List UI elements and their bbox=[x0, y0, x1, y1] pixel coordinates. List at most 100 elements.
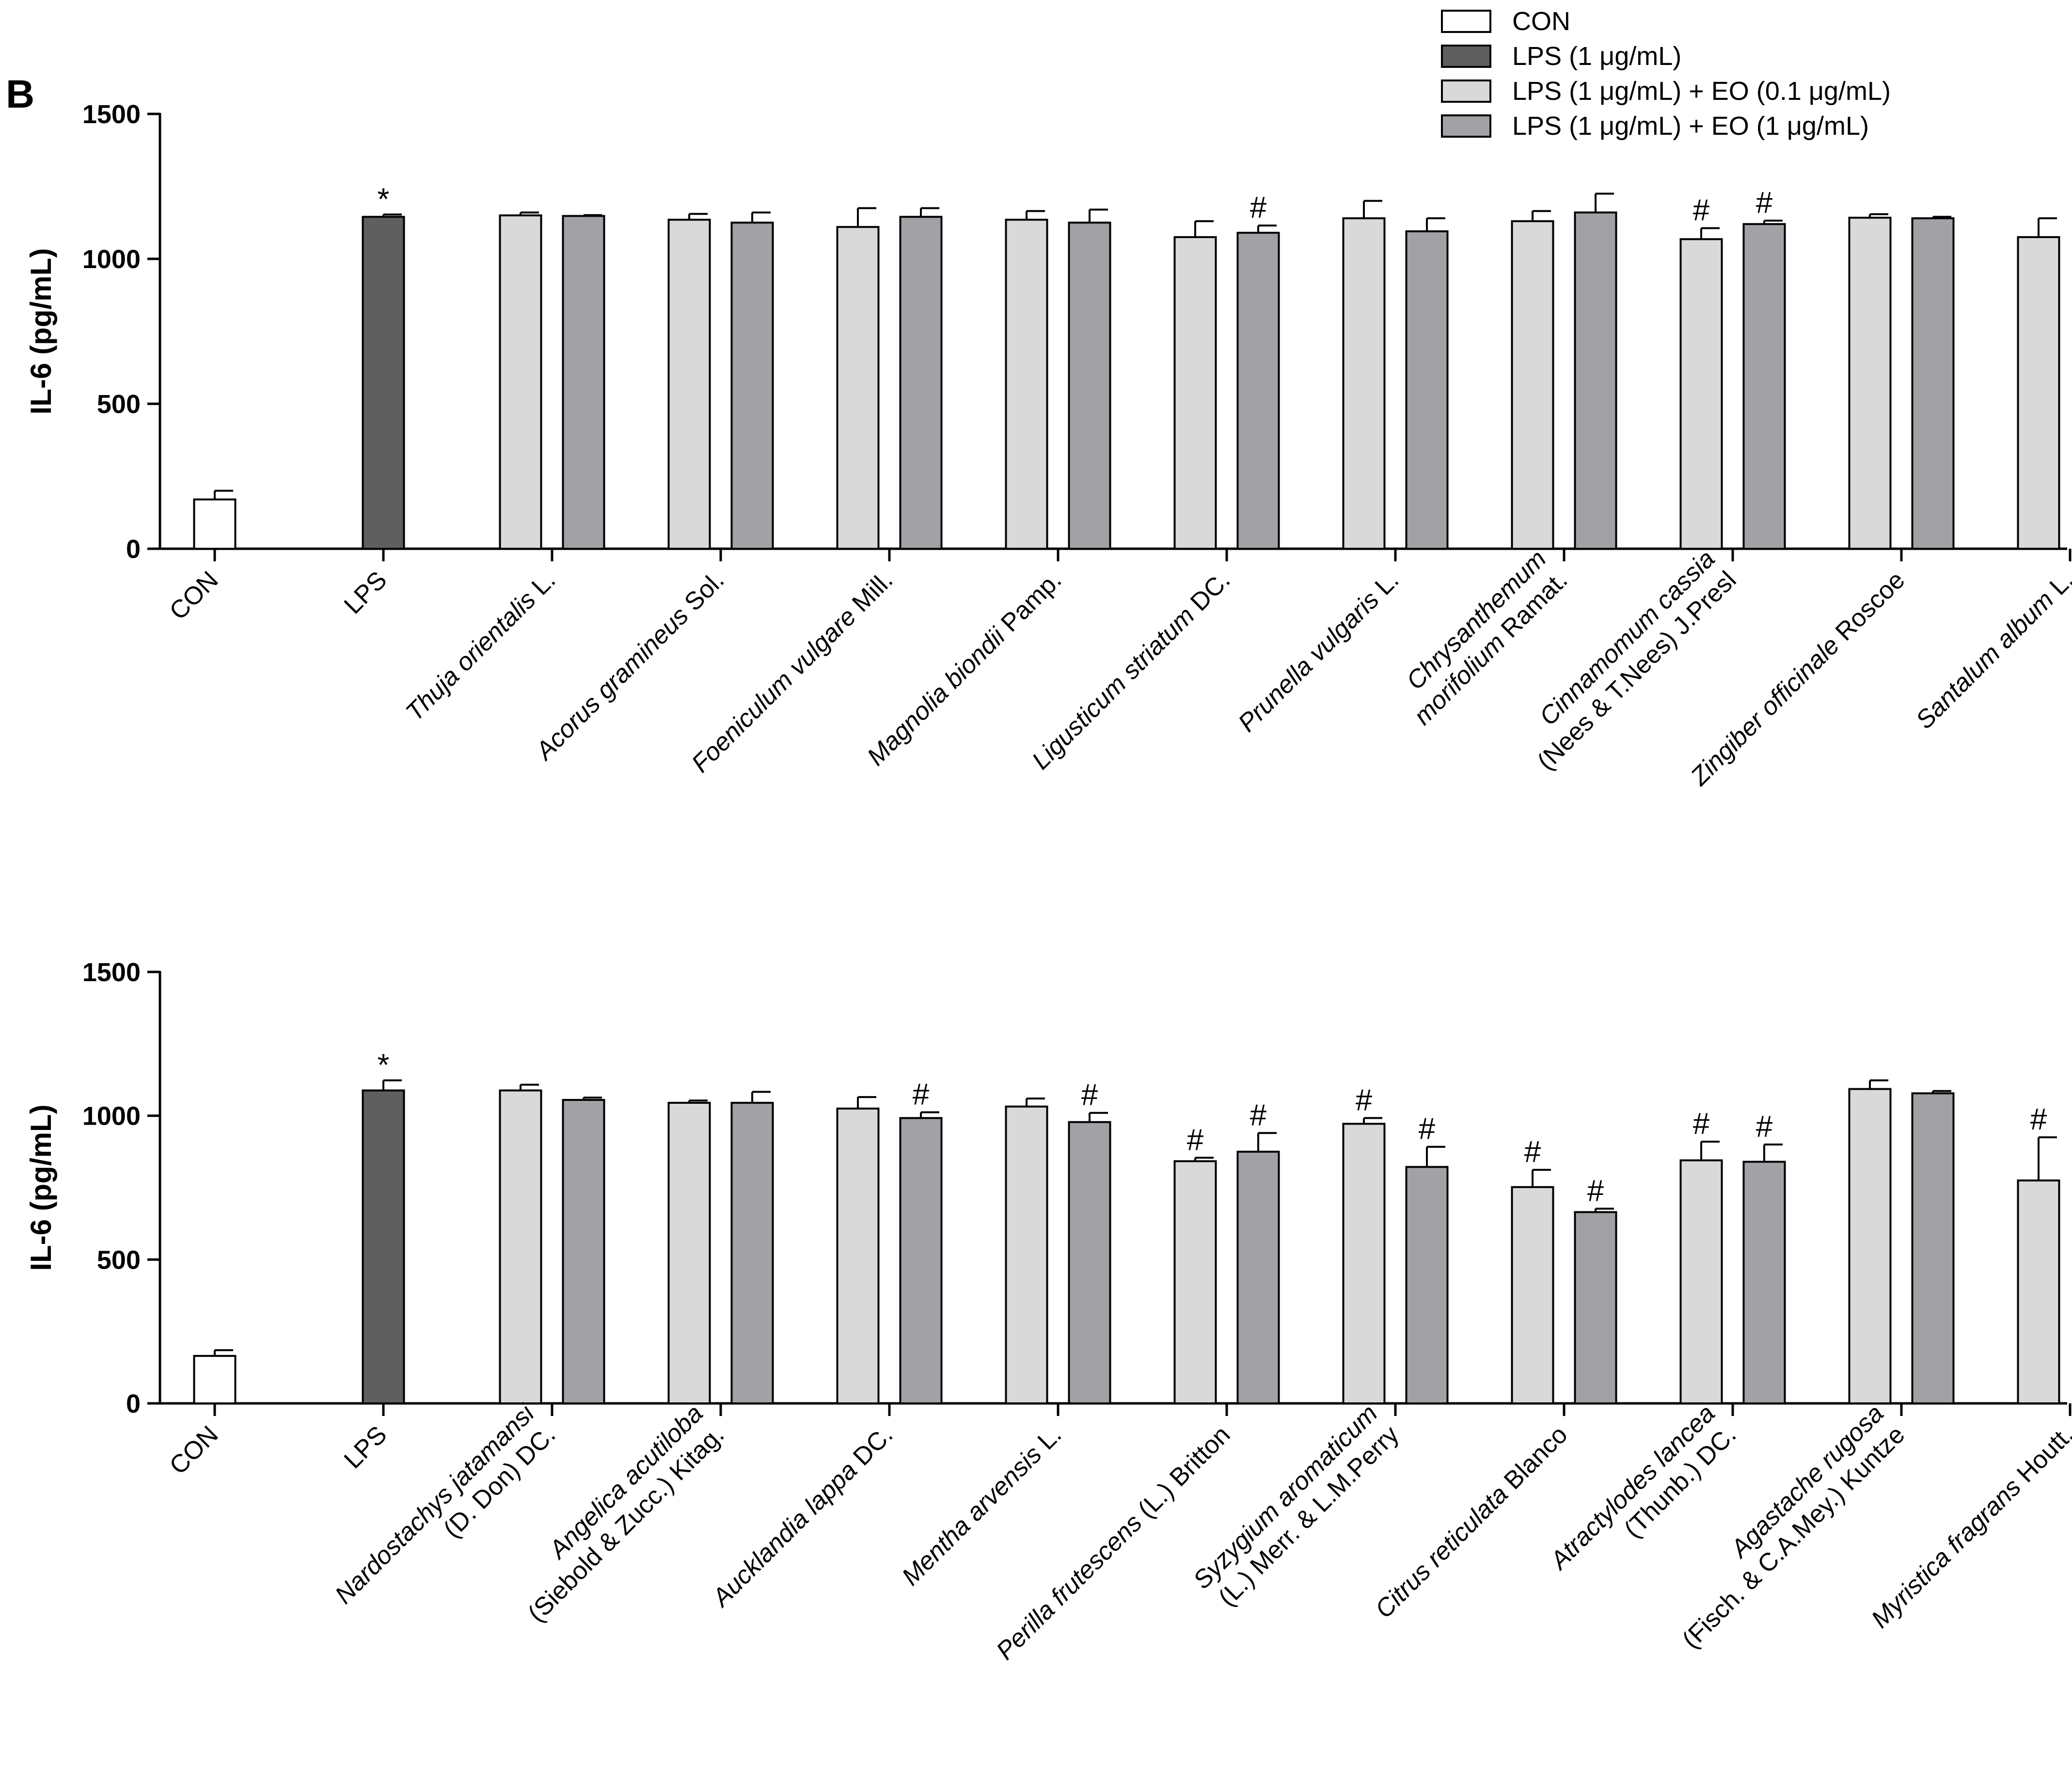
legend-swatch bbox=[1441, 114, 1491, 138]
x-tick-label-line: (L.) Merr. & L.M.Perry bbox=[1213, 1420, 1404, 1611]
significance-hash: # bbox=[1587, 1174, 1604, 1208]
y-axis-title: IL-6 (pg/mL) bbox=[25, 1104, 57, 1271]
significance-hash: # bbox=[1356, 1083, 1373, 1117]
x-tick-label-line: Magnolia biondii Pamp. bbox=[862, 566, 1067, 771]
x-tick-label-line: Thuja orientalis L. bbox=[400, 566, 561, 726]
x-tick-label: Aucklandia lappa DC. bbox=[706, 1420, 899, 1613]
bar bbox=[1173, 236, 1217, 550]
bar bbox=[667, 219, 711, 550]
significance-hash: # bbox=[913, 1078, 930, 1112]
label-segment-italic: Myristica fragrans bbox=[1866, 1473, 2026, 1634]
label-segment-italic: Acorus gramineus bbox=[529, 602, 694, 766]
legend-label: CON bbox=[1512, 7, 1570, 36]
bar bbox=[1679, 1159, 1723, 1404]
bar bbox=[1742, 1161, 1786, 1405]
legend-label: LPS (1 μg/mL) + EO (0.1 μg/mL) bbox=[1512, 77, 1891, 106]
x-tick-label-line: Santalum album L. bbox=[1911, 566, 2072, 734]
x-tick-label-line: (Siebold & Zucc.) Kitag. bbox=[522, 1420, 729, 1627]
significance-hash: # bbox=[1081, 1079, 1098, 1112]
label-segment-italic: Zingiber officinale bbox=[1685, 631, 1845, 792]
legend-swatch bbox=[1441, 10, 1491, 33]
bar bbox=[730, 222, 774, 550]
bar bbox=[730, 1101, 774, 1404]
bar bbox=[667, 1101, 711, 1404]
label-segment-italic: Prunella vulgaris bbox=[1233, 586, 1385, 737]
x-tick-label-line: Citrus reticulata Blanco bbox=[1370, 1420, 1573, 1623]
x-tick-label: Magnolia biondii Pamp. bbox=[862, 566, 1067, 771]
x-tick-label: Prunella vulgaris L. bbox=[1233, 566, 1405, 737]
label-segment-italic: Ligusticum striatum bbox=[1027, 602, 1200, 775]
legend-label: LPS (1 μg/mL) bbox=[1512, 42, 1681, 71]
legend-swatch bbox=[1441, 80, 1491, 103]
significance-hash: # bbox=[2030, 1103, 2047, 1136]
bar bbox=[499, 214, 542, 550]
bar bbox=[1574, 1211, 1617, 1405]
x-tick-label: Santalum album L. bbox=[1911, 566, 2072, 734]
bar bbox=[1679, 238, 1723, 550]
x-tick-label: Thuja orientalis L. bbox=[400, 566, 561, 726]
bar bbox=[1342, 217, 1386, 550]
bar bbox=[1236, 232, 1280, 550]
panel-letter: B bbox=[6, 72, 34, 116]
y-axis-title: IL-6 (pg/mL) bbox=[25, 248, 57, 414]
significance-hash: # bbox=[1250, 191, 1267, 224]
label-segment: Houtt. bbox=[2007, 1420, 2072, 1493]
label-segment: Pamp. bbox=[991, 566, 1067, 642]
bar bbox=[2017, 1179, 2060, 1405]
legend-swatch bbox=[1441, 45, 1491, 68]
label-segment: Roscoe bbox=[1825, 566, 1911, 651]
x-tick-label-line: Mentha arvensis L. bbox=[897, 1420, 1067, 1591]
bar bbox=[899, 216, 943, 550]
significance-hash: # bbox=[1756, 186, 1773, 220]
bar bbox=[362, 216, 405, 550]
label-segment: (L.) Merr. & L.M.Perry bbox=[1213, 1420, 1404, 1611]
label-segment: (Siebold & Zucc.) Kitag. bbox=[522, 1420, 729, 1627]
x-tick-label: Mentha arvensis L. bbox=[897, 1420, 1067, 1591]
label-segment-italic: Nardostachys jatamansi bbox=[330, 1399, 540, 1609]
x-tick-label: Citrus reticulata Blanco bbox=[1370, 1420, 1573, 1623]
label-segment-italic: Thuja orientalis bbox=[400, 586, 541, 726]
bar bbox=[562, 215, 605, 550]
y-tick-label: 1500 bbox=[82, 958, 141, 987]
y-tick-label: 1500 bbox=[82, 100, 141, 129]
bar bbox=[1405, 1166, 1449, 1405]
bar bbox=[1068, 1121, 1111, 1404]
bar bbox=[1848, 1088, 1892, 1404]
x-tick-label-line: CON bbox=[164, 566, 224, 625]
bar bbox=[2017, 236, 2060, 550]
x-tick-label-line: LPS bbox=[339, 1420, 393, 1474]
label-segment: Blanco bbox=[1494, 1420, 1573, 1500]
bar bbox=[1342, 1123, 1386, 1404]
label-segment-italic: Perilla frutescens bbox=[991, 1509, 1148, 1665]
bar bbox=[1574, 211, 1617, 550]
x-tick-label: LPS bbox=[339, 566, 393, 620]
label-segment-italic: Foeniculum vulgare bbox=[686, 603, 862, 778]
x-tick-label-line: (Nees & T.Nees) J.Presl bbox=[1532, 566, 1742, 776]
bar bbox=[1511, 1186, 1554, 1404]
x-tick-label: Ligusticum striatum DC. bbox=[1027, 566, 1235, 775]
x-tick-label: CON bbox=[164, 566, 224, 625]
bar bbox=[899, 1117, 943, 1404]
y-tick-label: 500 bbox=[97, 390, 141, 419]
significance-hash: # bbox=[1419, 1113, 1436, 1146]
legend: CON LPS (1 μg/mL) LPS (1 μg/mL) + EO (0.1 … bbox=[1441, 7, 1891, 141]
bar bbox=[362, 1089, 405, 1405]
x-tick-label-line: Ligusticum striatum DC. bbox=[1027, 566, 1235, 775]
y-tick-label: 0 bbox=[126, 1389, 141, 1418]
bar bbox=[1173, 1160, 1217, 1404]
bar bbox=[499, 1089, 542, 1405]
x-tick-label-line: LPS bbox=[339, 566, 393, 620]
significance-hash: # bbox=[1693, 194, 1710, 227]
x-tick-label: Acorus gramineus Sol. bbox=[529, 566, 729, 766]
bar bbox=[1005, 1105, 1048, 1404]
x-tick-label-line: Prunella vulgaris L. bbox=[1233, 566, 1405, 737]
bar bbox=[1742, 223, 1786, 550]
y-tick-label: 0 bbox=[126, 535, 141, 564]
label-segment: LPS bbox=[339, 566, 393, 620]
bar bbox=[562, 1099, 605, 1405]
label-segment-italic: Cinnamomum cassia bbox=[1534, 545, 1720, 731]
bar bbox=[1068, 222, 1111, 550]
label-segment: (Nees & T.Nees) J.Presl bbox=[1532, 566, 1742, 776]
y-tick-label: 1000 bbox=[82, 1102, 141, 1131]
